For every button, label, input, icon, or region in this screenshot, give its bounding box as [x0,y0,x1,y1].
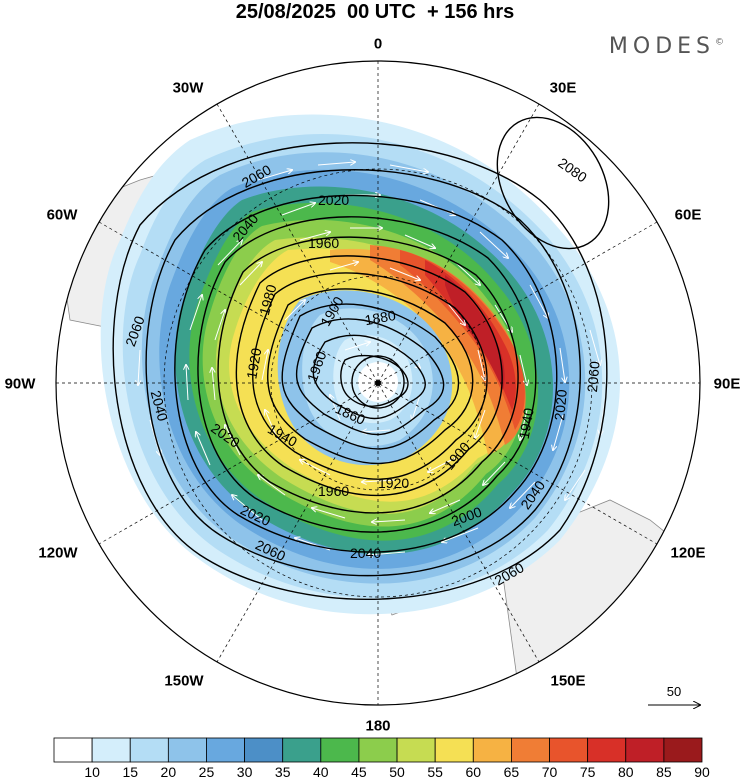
colorbar-cell [167,737,207,763]
colorbar-cell [129,737,169,763]
contour-label: 1880 [363,307,397,328]
map-title: 25/08/2025 00 UTC + 156 hrs [235,1,515,23]
lon-label-120e: 120E [670,544,706,562]
lon-label-180: 180 [365,717,391,735]
colorbar-tick-label: 90 [694,764,710,780]
colorbar-tick-label: 50 [389,764,405,780]
pole-marker [375,380,381,386]
contour-label: 1920 [378,475,409,491]
colorbar-tick-label: 15 [122,764,139,780]
colorbar-tick-label: 80 [617,764,634,780]
colorbar-tick-label: 40 [313,764,329,780]
colorbar-tick-label: 35 [274,764,291,780]
colorbar-tick-label: 85 [656,764,672,780]
colorbar-tick-label: 65 [503,764,520,780]
contour-label: 1940 [516,406,537,440]
lon-label-120w: 120W [38,544,78,562]
contour-label: 2020 [318,192,349,208]
lon-label-30w: 30W [172,79,204,97]
colorbar-cell [434,737,474,763]
colorbar-tick-label: 75 [579,764,596,780]
contour-label: 2020 [551,388,570,421]
contour-label: 2040 [148,389,172,423]
colorbar-tick-label: 20 [160,764,177,780]
colorbar-tick-label: 25 [198,764,215,780]
lon-label-150w: 150W [164,672,204,690]
lon-label-90e: 90E [713,375,741,393]
colorbar-cell [396,737,436,763]
colorbar-cell [53,737,93,763]
modes-brand-logo: MODES© [609,34,724,59]
colorbar-cell [206,737,245,763]
contour-label: 1960 [318,483,349,499]
lon-label-0: 0 [373,35,383,53]
wind-reference-value: 50 [666,684,682,699]
lon-label-60e: 60E [674,206,702,224]
colorbar-tick-label: 55 [427,764,443,780]
colorbar-cell [587,737,627,763]
graticule [56,61,700,705]
colorbar-cell [472,737,512,763]
lon-label-30e: 30E [549,79,577,97]
contour-label: 1920 [243,346,264,380]
colorbar-cell [91,737,131,763]
colorbar-cell [663,737,703,763]
colorbar-tick-label: 10 [84,764,100,780]
colorbar-cell [511,737,550,763]
contour-label: 2040 [350,545,381,561]
contour-label: 1960 [308,235,339,251]
colorbar-cell [358,737,398,763]
contour-label: 1980 [256,283,280,317]
wind-speed-fill [100,114,621,615]
colorbar-cell [282,737,322,763]
colorbar-cell [549,737,589,763]
colorbar-tick-label: 60 [465,764,482,780]
contour-label: 2060 [584,360,603,393]
colorbar-cell [625,737,665,763]
copyright-mark: © [715,37,724,48]
lon-label-150e: 150E [550,672,586,690]
map-boundary [55,60,701,706]
lon-label-90w: 90W [4,375,36,393]
brand-text: MODES [608,34,715,59]
lon-label-60w: 60W [46,206,78,224]
colorbar-cell [244,737,284,763]
colorbar-cell [320,737,360,763]
height-contours [112,116,610,600]
high-pressure-ellipse [496,116,610,250]
colorbar-tick-label: 30 [236,764,253,780]
colorbar-tick-label: 70 [541,764,558,780]
colorbar-tick-label: 45 [351,764,367,780]
